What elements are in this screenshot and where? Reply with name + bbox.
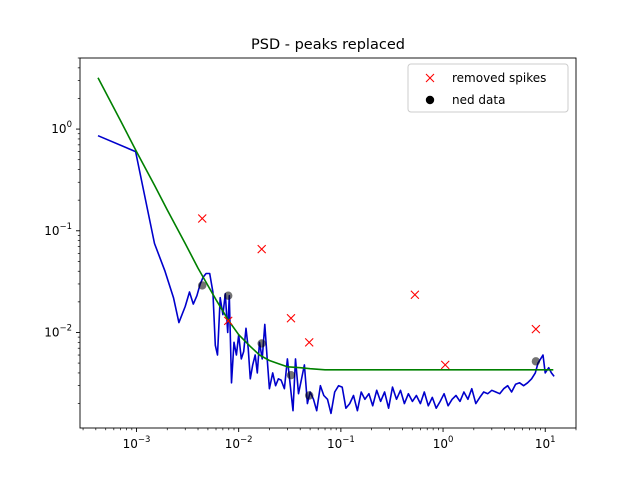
marker-stroke <box>223 316 233 326</box>
removed-spike-marker <box>531 324 541 334</box>
marker-stroke <box>440 360 450 370</box>
x-tick-label: 10−2 <box>225 435 253 451</box>
x-tick-label: 100 <box>433 435 454 451</box>
removed-spike-marker <box>223 316 233 326</box>
ned-data-marker <box>257 339 266 348</box>
marker-stroke <box>286 313 296 323</box>
x-tick-label: 10−1 <box>327 435 355 451</box>
ned-data-marker <box>198 281 207 290</box>
marker-stroke <box>425 73 435 83</box>
x-tick-label: 101 <box>535 435 556 451</box>
ned-data-marker <box>531 357 541 366</box>
removed-spike-marker <box>440 360 450 370</box>
plot-area <box>97 77 555 415</box>
axes-frame <box>79 57 577 429</box>
axes: 10−3 10−2 10−1 100 101 10−2 10−1 100 <box>44 57 577 451</box>
ned-data-marker <box>224 291 233 300</box>
ned-data-marker <box>286 371 296 380</box>
legend-marker-o <box>425 95 435 105</box>
series-line-1 <box>97 77 554 371</box>
removed-spike-marker <box>197 214 207 223</box>
y-tick-label: 10−2 <box>44 323 72 339</box>
legend-label: ned data <box>452 93 505 107</box>
y-tick-label: 100 <box>51 120 72 136</box>
legend: removed spikes ned data <box>407 63 569 113</box>
legend-box <box>407 63 569 113</box>
marker-stroke <box>304 337 314 347</box>
series-line-0 <box>97 134 555 415</box>
marker-stroke <box>197 214 207 223</box>
removed-spike-marker <box>304 337 314 347</box>
y-tick-label: 10−1 <box>44 222 72 238</box>
x-tick-label: 10−3 <box>123 435 151 451</box>
removed-spike-marker <box>286 313 296 323</box>
removed-spike-marker <box>410 290 420 300</box>
marker-stroke <box>257 244 267 254</box>
marker-stroke <box>531 324 541 334</box>
legend-marker-x <box>425 73 435 83</box>
legend-label: removed spikes <box>452 71 546 85</box>
marker-stroke <box>410 290 420 300</box>
ned-data-marker <box>305 391 314 400</box>
chart-title: PSD - peaks replaced <box>251 37 405 53</box>
removed-spike-marker <box>257 244 267 254</box>
